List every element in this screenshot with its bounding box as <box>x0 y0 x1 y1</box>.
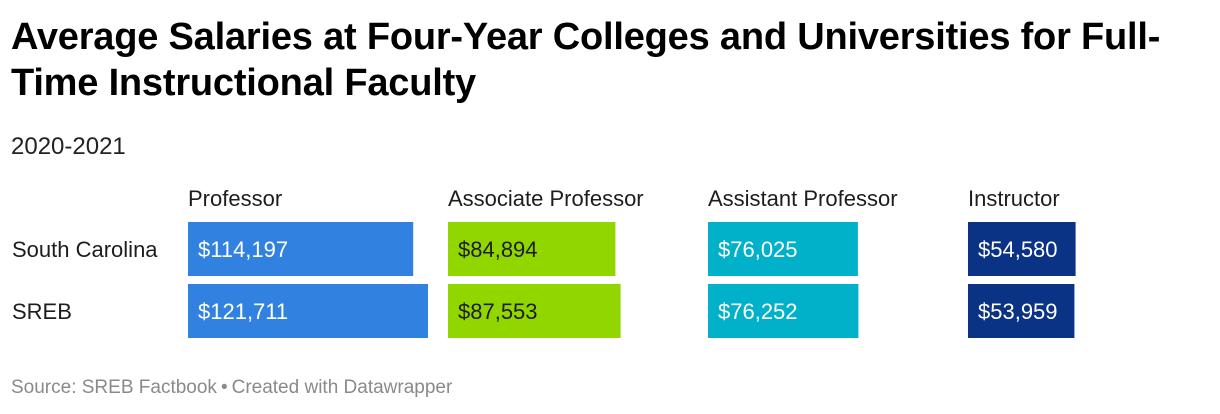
bar-south-carolina-professor <box>188 222 414 276</box>
bar-south-carolina-associate-professor <box>448 222 616 276</box>
column-header-professor: Professor <box>188 186 282 211</box>
value-label-sreb-associate-professor: $87,553 <box>458 299 538 324</box>
footer-separator: • <box>220 377 228 398</box>
source-note: Source: SREB Factbook <box>11 377 217 398</box>
value-label-sreb-professor: $121,711 <box>198 299 288 324</box>
value-label-south-carolina-assistant-professor: $76,025 <box>718 237 798 262</box>
column-header-assistant-professor: Assistant Professor <box>708 186 898 211</box>
value-label-sreb-instructor: $53,959 <box>978 299 1058 324</box>
bar-sreb-instructor <box>968 284 1075 338</box>
value-label-south-carolina-instructor: $54,580 <box>978 237 1058 262</box>
bar-sreb-professor <box>188 284 428 338</box>
column-header-associate-professor: Associate Professor <box>448 186 644 211</box>
chart-footer: Source: SREB Factbook • Created with Dataw… <box>11 376 452 400</box>
row-label-south-carolina: South Carolina <box>12 237 158 262</box>
value-label-south-carolina-associate-professor: $84,894 <box>458 237 538 262</box>
row-label-sreb: SREB <box>12 299 72 324</box>
chart-subtitle: 2020-2021 <box>11 133 126 160</box>
value-label-south-carolina-professor: $114,197 <box>198 237 288 262</box>
column-header-instructor: Instructor <box>968 186 1060 211</box>
salary-bar-chart: Professor Associate Professor Assistant Pr… <box>12 186 1076 338</box>
bar-south-carolina-instructor <box>968 222 1076 276</box>
bar-south-carolina-assistant-professor <box>708 222 858 276</box>
bar-sreb-associate-professor <box>448 284 621 338</box>
value-label-sreb-assistant-professor: $76,252 <box>718 299 798 324</box>
chart-title: Average Salaries at Four-Year Colleges a… <box>11 16 1161 104</box>
bar-sreb-assistant-professor <box>708 284 859 338</box>
credit-link[interactable]: Created with Datawrapper <box>231 377 453 398</box>
